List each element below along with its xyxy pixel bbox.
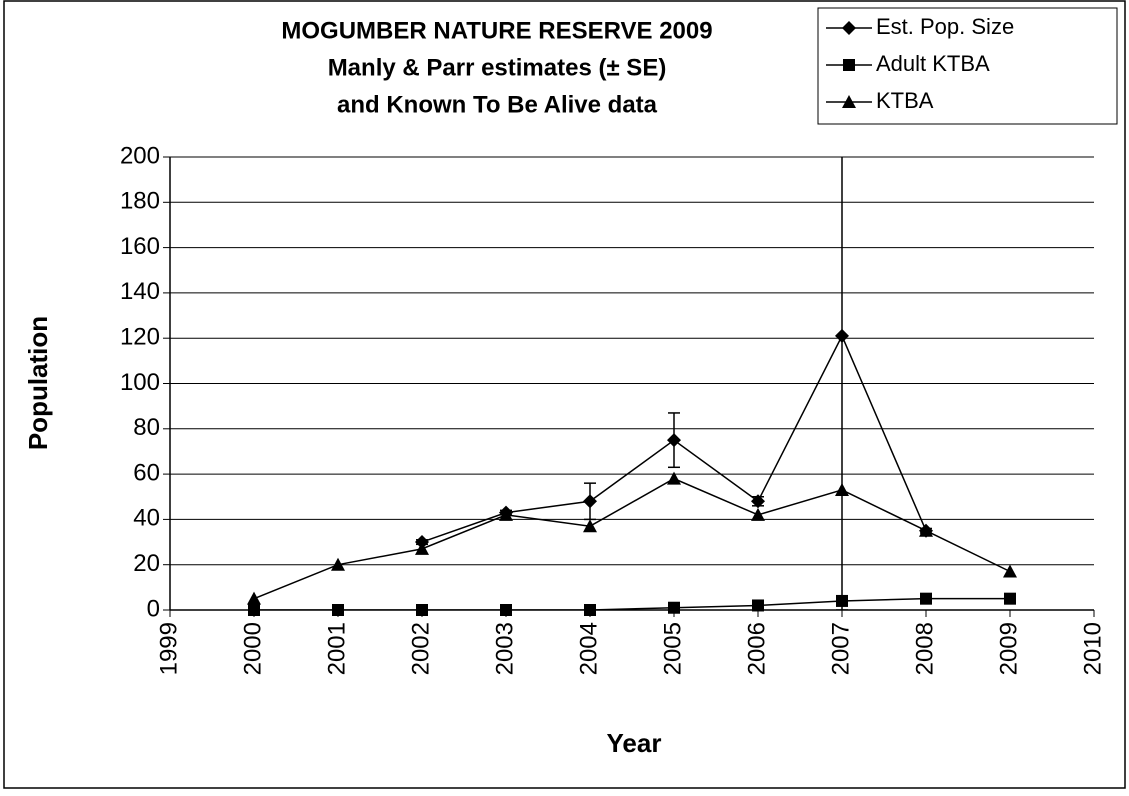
y-axis-label: Population [23,316,53,450]
y-tick-label: 160 [120,233,160,260]
marker [919,523,933,537]
legend-label: Est. Pop. Size [876,14,1014,39]
x-tick-label: 2000 [239,622,266,675]
series-line [253,477,1011,600]
marker [668,601,680,614]
y-tick-label: 20 [133,550,160,577]
x-tick-label: 2003 [491,622,518,675]
marker [499,507,513,521]
x-tick-label: 2002 [407,622,434,675]
marker [583,494,597,509]
marker [416,604,428,616]
x-tick-label: 2001 [323,622,350,675]
x-tick-label: 2010 [1079,622,1106,675]
marker [843,59,855,71]
chart-title: Manly & Parr estimates (± SE) [328,54,667,81]
marker [751,494,765,509]
y-tick-label: 140 [120,278,160,305]
x-axis-label: Year [607,728,662,758]
x-tick-label: 1999 [155,622,182,675]
marker [415,541,429,555]
marker [842,21,856,35]
marker [920,592,932,605]
marker [835,482,849,496]
marker [332,604,344,616]
marker [842,95,856,108]
marker [1003,564,1017,578]
marker [584,604,596,616]
marker [667,433,681,448]
marker [751,507,765,521]
marker [247,591,261,605]
marker [835,328,849,343]
series-line [254,597,1010,610]
marker [583,519,597,533]
chart-frame [3,0,1126,789]
marker [667,471,681,485]
y-tick-label: 200 [120,142,160,169]
marker [836,594,848,607]
marker [331,557,345,571]
marker [500,604,512,616]
y-tick-label: 100 [120,369,160,396]
x-tick-label: 2009 [995,622,1022,675]
y-tick-label: 120 [120,324,160,351]
x-tick-label: 2007 [827,622,854,675]
chart-title: MOGUMBER NATURE RESERVE 2009 [281,17,712,44]
x-tick-label: 2004 [575,622,602,675]
y-tick-label: 0 [147,595,160,622]
legend-label: Adult KTBA [876,51,990,76]
y-tick-label: 180 [120,188,160,215]
marker [248,604,260,616]
chart-title: and Known To Be Alive data [337,91,658,118]
x-tick-label: 2008 [911,622,938,675]
y-tick-label: 40 [133,505,160,532]
x-tick-label: 2005 [659,622,686,675]
marker [752,599,764,612]
y-tick-label: 80 [133,414,160,441]
x-tick-label: 2006 [743,622,770,675]
legend-label: KTBA [876,88,934,113]
marker [1004,592,1016,605]
y-tick-label: 60 [133,459,160,486]
